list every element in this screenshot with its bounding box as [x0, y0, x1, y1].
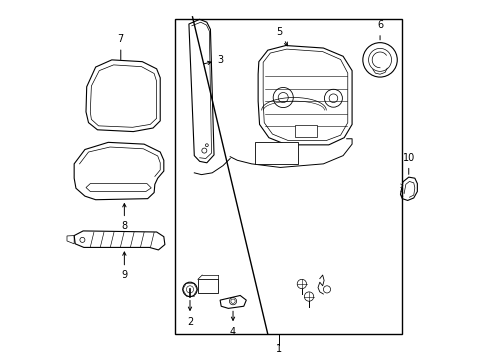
Bar — [295, 126, 316, 137]
Text: 8: 8 — [121, 204, 127, 231]
Text: 4: 4 — [229, 311, 236, 337]
Text: 5: 5 — [276, 27, 287, 46]
Text: 9: 9 — [121, 252, 127, 280]
Text: 2: 2 — [186, 300, 193, 327]
Text: 1: 1 — [275, 344, 281, 354]
Text: 7: 7 — [118, 35, 123, 60]
Text: 6: 6 — [376, 20, 382, 40]
Bar — [198, 279, 217, 293]
Bar — [254, 142, 297, 164]
Text: 10: 10 — [402, 153, 414, 174]
Bar — [174, 19, 402, 334]
Text: 3: 3 — [203, 55, 224, 65]
